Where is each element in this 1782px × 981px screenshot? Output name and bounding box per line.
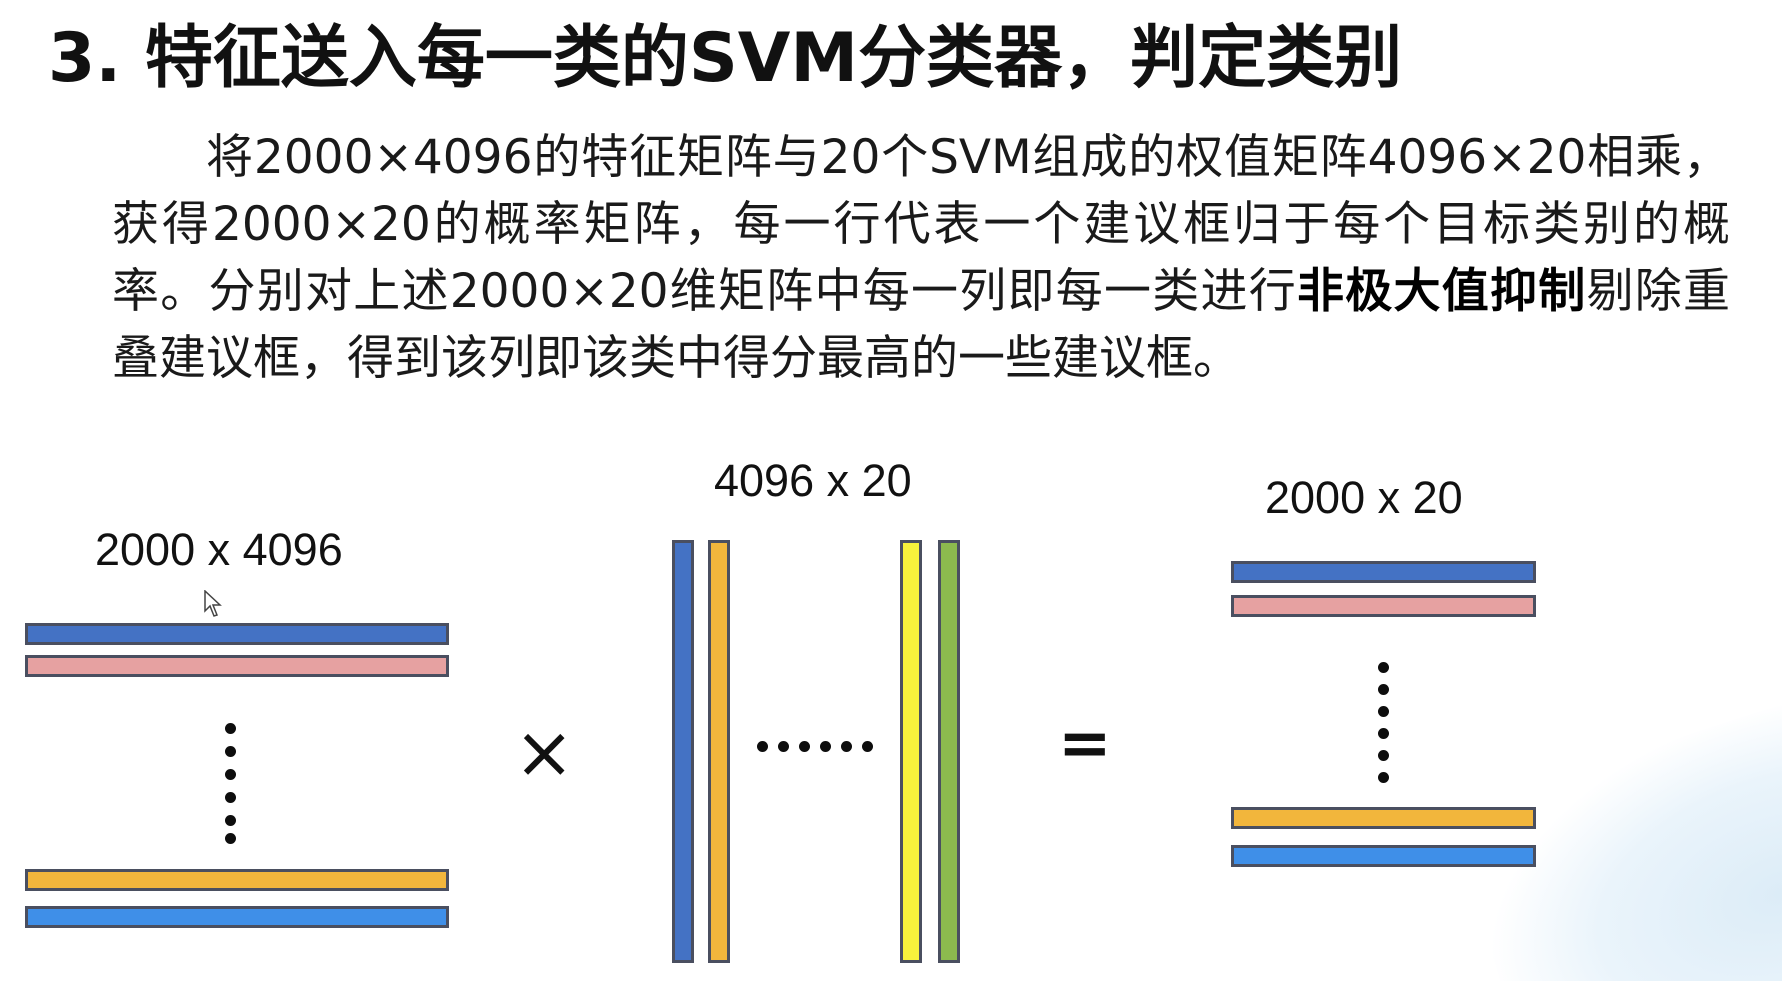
- middle-matrix-col-1: [672, 540, 694, 963]
- middle-matrix-col-n: [938, 540, 960, 963]
- right-matrix-row-n-1: [1231, 807, 1536, 829]
- left-matrix-row-1: [25, 623, 449, 645]
- right-ellipsis-dot: [1378, 750, 1389, 761]
- left-ellipsis-dot: [225, 746, 236, 757]
- middle-ellipsis-dot: [757, 741, 768, 752]
- slide-title: 3. 特征送入每一类的SVM分类器，判定类别: [48, 19, 1403, 98]
- right-ellipsis-dot: [1378, 662, 1389, 673]
- middle-ellipsis-dot: [841, 741, 852, 752]
- left-matrix-row-n-1: [25, 869, 449, 891]
- right-ellipsis-dot: [1378, 772, 1389, 783]
- middle-matrix-col-n-1: [900, 540, 922, 963]
- right-matrix-row-1: [1231, 561, 1536, 583]
- left-matrix-label: 2000 x 4096: [95, 524, 343, 575]
- right-ellipsis-dot: [1378, 706, 1389, 717]
- mouse-cursor-icon: [204, 590, 222, 617]
- middle-ellipsis-dot: [799, 741, 810, 752]
- left-ellipsis-dot: [225, 792, 236, 803]
- right-matrix-label: 2000 x 20: [1265, 472, 1463, 523]
- middle-matrix-label: 4096 x 20: [714, 455, 912, 506]
- middle-ellipsis-dot: [820, 741, 831, 752]
- decorative-background-swoosh: [1445, 683, 1782, 981]
- middle-ellipsis-dot: [778, 741, 789, 752]
- middle-matrix-col-2: [708, 540, 730, 963]
- left-matrix-row-2: [25, 655, 449, 677]
- multiply-symbol: ×: [514, 710, 575, 794]
- paragraph-emphasis: 非极大值抑制: [1297, 264, 1587, 319]
- left-ellipsis-dot: [225, 723, 236, 734]
- left-ellipsis-dot: [225, 815, 236, 826]
- right-ellipsis-dot: [1378, 728, 1389, 739]
- left-matrix-row-n: [25, 906, 449, 928]
- body-paragraph: 将2000×4096的特征矩阵与20个SVM组成的权值矩阵4096×20相乘，获…: [112, 124, 1730, 392]
- middle-ellipsis-dot: [862, 741, 873, 752]
- right-matrix-row-2: [1231, 595, 1536, 617]
- equals-symbol: =: [1058, 707, 1112, 781]
- left-ellipsis-dot: [225, 833, 236, 844]
- paragraph-text-1: 将2000×4096的特征矩阵与20个SVM组成的权值矩阵4096×20相乘，获…: [112, 130, 1730, 319]
- paragraph-text-2: 剔除重叠建议框，得到该列即该类中得分最高的一些建议框。: [112, 264, 1731, 386]
- right-ellipsis-dot: [1378, 684, 1389, 695]
- right-matrix-row-n: [1231, 845, 1536, 867]
- left-ellipsis-dot: [225, 769, 236, 780]
